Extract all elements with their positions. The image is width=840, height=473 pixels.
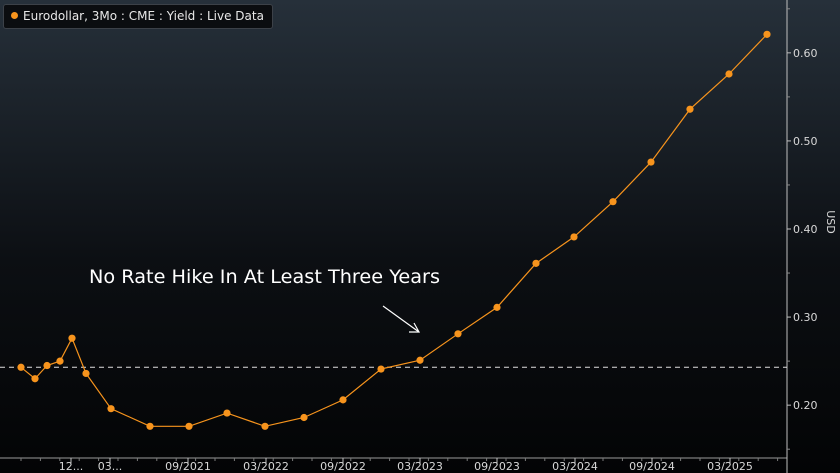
y-tick-label: 0.30: [793, 311, 818, 324]
data-point: [763, 30, 771, 38]
data-point: [82, 369, 90, 378]
x-tick-label: 03/2025: [707, 460, 753, 473]
data-point: [146, 422, 154, 430]
y-tick-label: 0.60: [793, 47, 818, 60]
data-point: [185, 422, 193, 430]
x-tick-label: 09/2024: [629, 460, 675, 473]
series-points: [17, 30, 771, 430]
data-point: [416, 356, 424, 364]
data-point: [686, 105, 694, 113]
data-point: [454, 330, 462, 338]
x-tick-label: 03/2023: [397, 460, 443, 473]
x-tick-label: 03/2022: [243, 460, 289, 473]
legend-label: Eurodollar, 3Mo : CME : Yield : Live Dat…: [23, 9, 264, 23]
data-point: [377, 365, 385, 373]
annotation-arrow: [382, 305, 421, 333]
data-point: [223, 409, 231, 417]
y-tick-label: 0.20: [793, 399, 818, 412]
legend: Eurodollar, 3Mo : CME : Yield : Live Dat…: [3, 4, 273, 29]
data-point: [300, 413, 308, 422]
data-point: [261, 422, 269, 430]
data-point: [609, 198, 617, 206]
data-point: [56, 357, 64, 365]
x-tick-label: 09/2021: [165, 460, 211, 473]
data-point: [570, 233, 578, 241]
data-point: [339, 396, 347, 404]
data-point: [532, 259, 540, 267]
x-tick-label: 12...: [59, 460, 84, 473]
data-point: [493, 303, 501, 311]
series-line: [20, 33, 768, 427]
x-axis: 12... 03... 09/2021 03/2022 09/2022 03/2023 09…: [0, 457, 787, 473]
annotation-text: No Rate Hike In At Least Three Years: [89, 266, 440, 288]
data-point: [17, 363, 25, 371]
x-tick-label: 09/2022: [320, 460, 366, 473]
data-point: [31, 375, 39, 383]
x-tick-label: 03...: [98, 460, 123, 473]
data-point: [725, 70, 733, 78]
x-tick-label: 03/2024: [552, 460, 598, 473]
y-tick-label: 0.40: [793, 223, 818, 236]
data-point: [43, 361, 51, 370]
data-point: [107, 405, 115, 413]
legend-dot-icon: [11, 12, 18, 19]
y-axis: 0.20 0.30 0.40 0.50 0.60: [786, 0, 818, 473]
y-axis-label: USD: [824, 210, 837, 234]
data-point: [68, 334, 76, 342]
data-point: [647, 158, 655, 166]
y-tick-label: 0.50: [793, 135, 818, 148]
x-tick-label: 09/2023: [474, 460, 520, 473]
